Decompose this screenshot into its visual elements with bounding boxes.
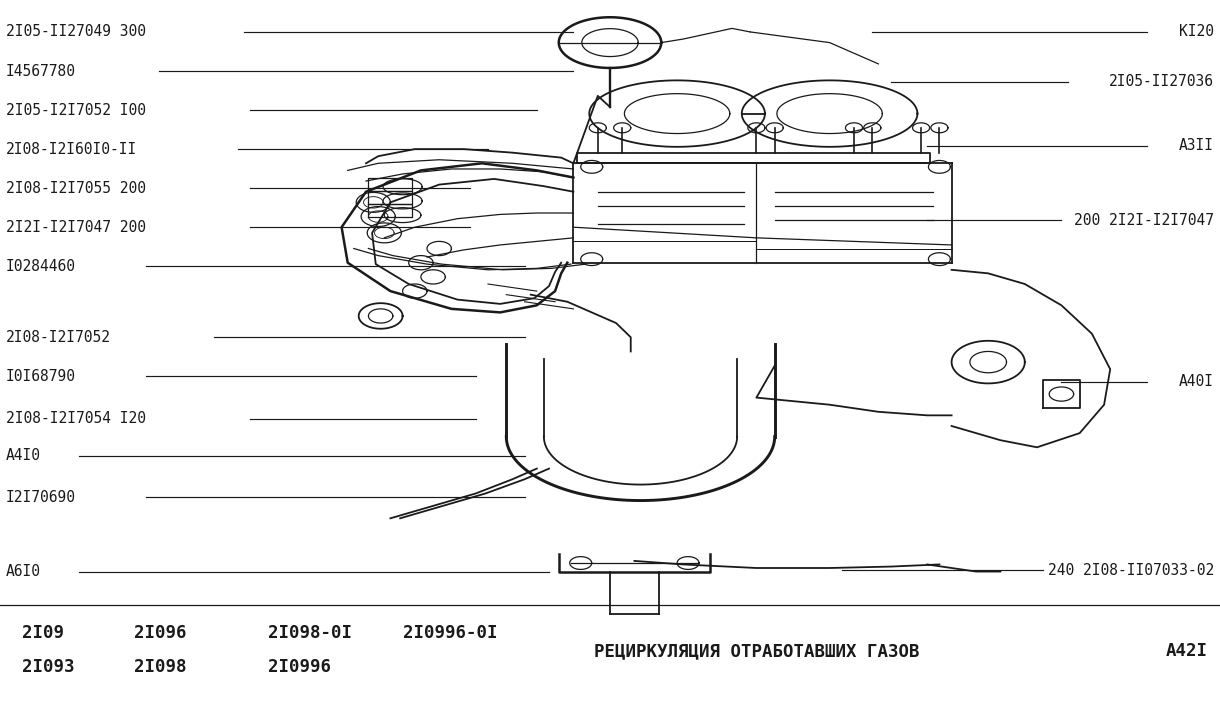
Text: 2I08-I2I60I0-II: 2I08-I2I60I0-II (6, 141, 138, 157)
Text: I4567780: I4567780 (6, 63, 76, 79)
Text: РЕЦИРКУЛЯЦИЯ ОТРАБОТАВШИХ ГАЗОВ: РЕЦИРКУЛЯЦИЯ ОТРАБОТАВШИХ ГАЗОВ (594, 642, 919, 660)
Text: 2I08-I2I7055 200: 2I08-I2I7055 200 (6, 180, 146, 196)
Text: 2I0996-0I: 2I0996-0I (403, 624, 497, 643)
Text: KI20: KI20 (1179, 24, 1214, 40)
Text: 2I08-I2I7054 I20: 2I08-I2I7054 I20 (6, 411, 146, 427)
Text: 2I05-II27036: 2I05-II27036 (1109, 74, 1214, 89)
Text: 240 2I08-II07033-02: 240 2I08-II07033-02 (1048, 562, 1214, 578)
Text: 2I096: 2I096 (134, 624, 187, 643)
Text: 2I0996: 2I0996 (268, 658, 332, 677)
Text: 2I05-I2I7052 I00: 2I05-I2I7052 I00 (6, 102, 146, 118)
Text: A4I0: A4I0 (6, 448, 41, 464)
Text: A42I: A42I (1166, 642, 1208, 660)
Text: I0I68790: I0I68790 (6, 368, 76, 384)
Text: 2I098: 2I098 (134, 658, 187, 677)
Text: 2I09: 2I09 (22, 624, 63, 643)
Text: A40I: A40I (1179, 374, 1214, 390)
Text: 2I093: 2I093 (22, 658, 74, 677)
Text: I2I70690: I2I70690 (6, 489, 76, 505)
Text: A6I0: A6I0 (6, 564, 41, 579)
Text: A3II: A3II (1179, 138, 1214, 153)
Text: 2I2I-I2I7047 200: 2I2I-I2I7047 200 (6, 219, 146, 235)
Text: 200 2I2I-I2I7047: 200 2I2I-I2I7047 (1074, 212, 1214, 228)
Text: 2I05-II27049 300: 2I05-II27049 300 (6, 24, 146, 40)
Text: I0284460: I0284460 (6, 258, 76, 274)
Text: 2I08-I2I7052: 2I08-I2I7052 (6, 329, 111, 345)
Text: 2I098-0I: 2I098-0I (268, 624, 353, 643)
